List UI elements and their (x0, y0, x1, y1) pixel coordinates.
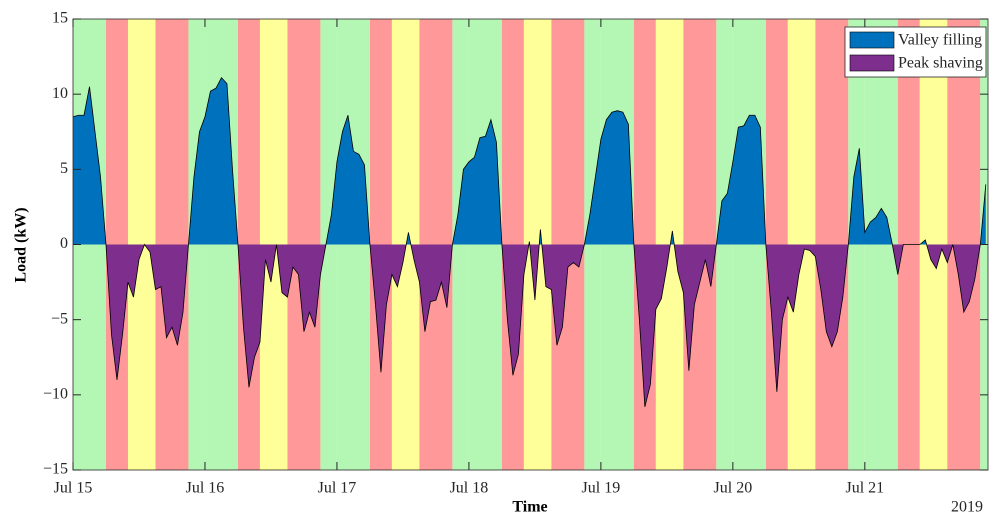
y-tick-label: −10 (43, 386, 68, 403)
y-tick-label: −15 (43, 461, 68, 478)
load-line (72, 76, 987, 407)
y-tick-label: −5 (51, 310, 68, 327)
x-tick-label: Jul 21 (845, 480, 884, 497)
x-tick-label: Jul 20 (714, 480, 753, 497)
x-tick-label: Jul 19 (582, 480, 621, 497)
peak-shaving-area (73, 244, 986, 407)
legend-label: Peak shaving (898, 55, 983, 72)
x-axis-label: Time (512, 499, 547, 516)
x-tick-label: Jul 16 (186, 480, 225, 497)
y-tick-label: 0 (60, 235, 68, 252)
x-tick-label: Jul 15 (54, 480, 93, 497)
legend-swatch (849, 31, 895, 49)
valley-fill-area (73, 77, 986, 245)
y-tick-label: 10 (52, 85, 68, 102)
legend-swatch (849, 54, 895, 72)
y-tick-label: 15 (52, 10, 68, 27)
x-tick-label: Jul 18 (450, 480, 489, 497)
y-tick-label: 5 (60, 160, 68, 177)
y-axis-label: Load (kW) (13, 207, 30, 282)
x-secondary-label: 2019 (951, 499, 983, 516)
x-tick-label: Jul 17 (318, 480, 357, 497)
legend-label: Valley filling (898, 32, 982, 49)
